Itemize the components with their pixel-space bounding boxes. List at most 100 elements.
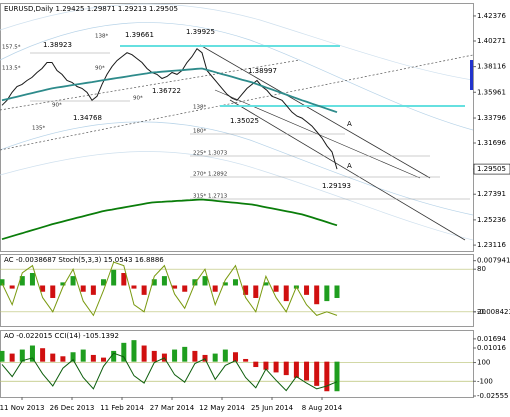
wave-label: A: [347, 162, 352, 170]
y-tick-label: 1.38116: [477, 63, 506, 71]
histogram-bar: [324, 285, 330, 302]
y-tick-label: -100: [477, 377, 493, 385]
histogram-bar: [222, 282, 228, 286]
y-tick-label: 0.007941: [477, 257, 510, 265]
range-marker: [470, 60, 473, 90]
histogram-bar: [202, 276, 208, 286]
histogram-bar: [70, 352, 76, 362]
price-line: [1, 47, 338, 170]
histogram-bar: [283, 285, 289, 302]
histogram-bar: [60, 282, 66, 286]
panel-title: AC -0.0038687 Stoch(5,3,3) 15.0543 16.88…: [4, 256, 164, 264]
fib-label: 225* 1.3073: [193, 151, 228, 157]
histogram-bar: [151, 350, 157, 362]
histogram-bar: [29, 272, 35, 286]
annotation: 1.34768: [73, 114, 102, 122]
histogram-bar: [334, 285, 340, 298]
y-tick-label: 100: [477, 359, 490, 367]
histogram-bar: [243, 358, 249, 362]
fib-label: 157.5*: [2, 45, 21, 51]
y-tick-label: 1.29505: [477, 165, 506, 173]
channel-line: [229, 99, 466, 241]
envelope: [0, 121, 474, 216]
histogram-bar: [263, 282, 269, 286]
histogram-bar: [273, 285, 279, 292]
ac-panel-frame: [0, 254, 474, 327]
x-tick-label: 27 Mar 2014: [150, 404, 195, 412]
histogram-bar: [172, 285, 178, 289]
histogram-bar: [121, 342, 127, 362]
histogram-bar: [263, 361, 269, 370]
histogram-bar: [40, 285, 46, 292]
fib-label: 90*: [52, 103, 62, 109]
y-tick-label: 1.25236: [477, 216, 506, 224]
histogram-bar: [151, 279, 157, 286]
annotation: 1.29193: [322, 182, 351, 190]
main-panel-frame: [0, 3, 474, 252]
histogram-bar: [131, 340, 137, 362]
histogram-bar: [111, 350, 117, 362]
histogram-bar: [19, 276, 25, 286]
histogram-bar: [314, 361, 320, 386]
oscillator-line: [1, 261, 338, 317]
chart-title: EURUSD,Daily 1.29425 1.29871 1.29213 1.2…: [4, 5, 178, 13]
histogram-bar: [243, 285, 249, 295]
histogram-bar: [50, 353, 56, 362]
histogram-bar: [232, 279, 238, 286]
envelope: [0, 3, 474, 81]
y-tick-label: 1.40271: [477, 37, 506, 45]
histogram-bar: [101, 357, 107, 362]
annotation: 1.38997: [248, 67, 277, 75]
y-tick-label: 0.01694: [477, 335, 506, 343]
histogram-bar: [0, 279, 5, 286]
trend-line: [0, 59, 301, 111]
y-tick-label: 1.31696: [477, 139, 506, 147]
histogram-bar: [19, 349, 25, 362]
histogram-bar: [314, 285, 320, 305]
histogram-bar: [60, 356, 66, 362]
fib-label: 113.5*: [2, 66, 21, 72]
histogram-bar: [9, 285, 15, 289]
x-tick-label: 11 Feb 2014: [100, 404, 144, 412]
histogram-bar: [121, 272, 127, 286]
y-tick-label: 0.01016: [477, 344, 506, 352]
fib-label: 90*: [133, 96, 143, 102]
trend-line: [0, 54, 474, 151]
x-tick-label: 11 Nov 2013: [0, 404, 44, 412]
moving-average: [1, 67, 338, 114]
histogram-bar: [253, 285, 259, 298]
ao-panel-frame: [0, 330, 474, 398]
annotation: 1.36722: [152, 87, 181, 95]
histogram-bar: [293, 361, 299, 378]
y-tick-label: 1.23116: [477, 241, 506, 249]
x-tick-label: 25 Jun 2014: [251, 404, 294, 412]
wave-label: A: [347, 120, 352, 128]
histogram-bar: [334, 361, 340, 392]
histogram-bar: [212, 353, 218, 362]
panel-title: AO -0.022015 CCI(14) -105.1392: [4, 332, 119, 340]
fib-label: 90*: [95, 66, 105, 72]
histogram-bar: [222, 349, 228, 362]
histogram-bar: [273, 361, 279, 373]
envelope: [0, 151, 474, 241]
annotation: 1.39661: [125, 31, 154, 39]
histogram-bar: [141, 345, 147, 362]
histogram-bar: [40, 348, 46, 362]
histogram-bar: [111, 269, 117, 286]
histogram-bar: [182, 285, 188, 292]
histogram-bar: [304, 285, 310, 295]
channels: [0, 3, 474, 241]
annotation: 1.38923: [43, 41, 72, 49]
histogram-bar: [0, 350, 5, 362]
x-tick-label: 8 Aug 2014: [302, 404, 343, 412]
moving-average: [1, 198, 338, 241]
annotations: 1.38923 1.39661 1.39925 1.38997 1.36722 …: [2, 28, 352, 200]
y-tick-label: 80: [477, 265, 486, 273]
histogram-bar: [141, 285, 147, 295]
histogram-bar: [80, 349, 86, 362]
current-price-box: [473, 163, 510, 175]
x-tick-label: 12 May 2014: [199, 404, 245, 412]
histogram-bar: [9, 353, 15, 362]
y-tick-label: -0.02555: [477, 392, 508, 400]
